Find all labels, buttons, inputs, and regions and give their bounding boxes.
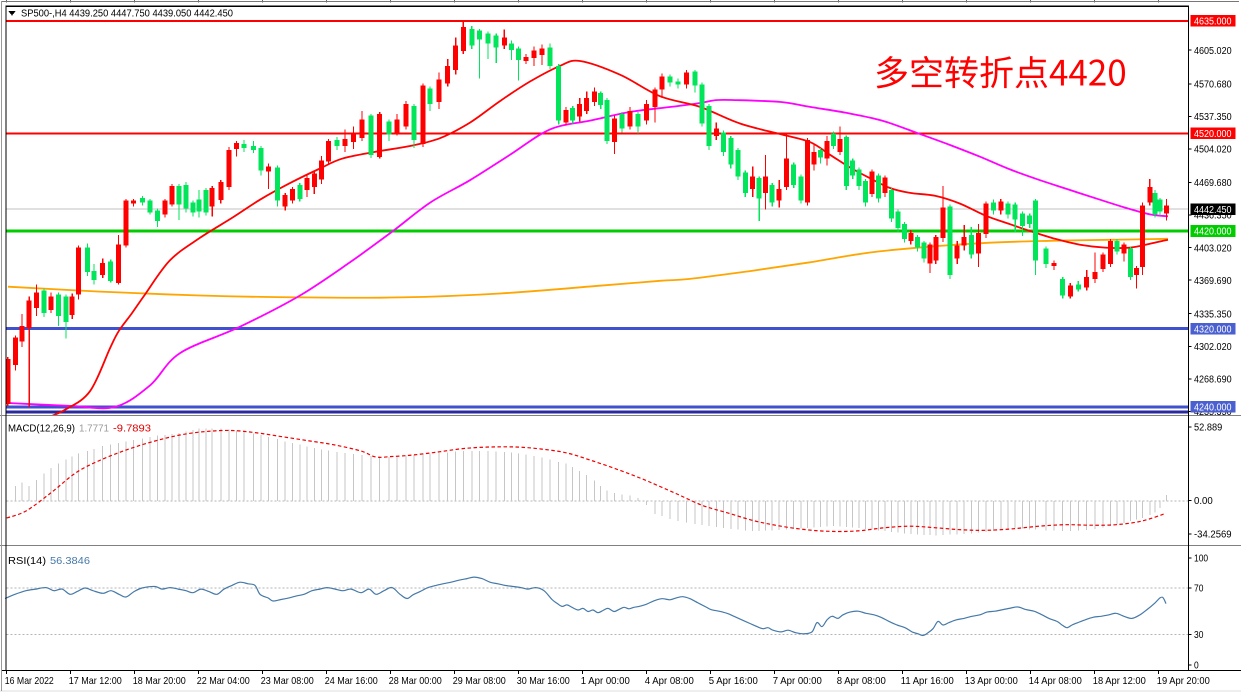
- svg-text:4436.350: 4436.350: [1194, 211, 1232, 222]
- svg-text:4 Apr 08:00: 4 Apr 08:00: [645, 675, 694, 687]
- svg-text:4369.690: 4369.690: [1194, 276, 1232, 287]
- svg-text:0.00: 0.00: [1194, 496, 1213, 507]
- svg-text:4570.680: 4570.680: [1194, 79, 1232, 90]
- svg-text:28 Mar 00:00: 28 Mar 00:00: [389, 675, 442, 687]
- svg-text:17 Mar 12:00: 17 Mar 12:00: [69, 675, 122, 687]
- svg-text:7 Apr 00:00: 7 Apr 00:00: [773, 675, 822, 687]
- svg-text:4469.680: 4469.680: [1194, 178, 1232, 189]
- svg-text:70: 70: [1194, 584, 1204, 595]
- svg-text:0: 0: [1194, 661, 1199, 672]
- svg-text:19 Apr 20:00: 19 Apr 20:00: [1157, 675, 1210, 687]
- svg-text:18 Apr 12:00: 18 Apr 12:00: [1093, 675, 1146, 687]
- svg-text:4605.020: 4605.020: [1194, 46, 1232, 57]
- svg-text:-34.2569: -34.2569: [1194, 530, 1232, 541]
- svg-text:RSI(14): RSI(14): [8, 555, 46, 567]
- svg-text:30 Mar 16:00: 30 Mar 16:00: [517, 675, 570, 687]
- svg-text:4442.450: 4442.450: [1194, 205, 1232, 216]
- svg-text:4504.020: 4504.020: [1194, 145, 1232, 156]
- svg-text:SP500-,H4 4439.250 4447.750 4: SP500-,H4 4439.250 4447.750 4439.050 444…: [21, 9, 233, 20]
- svg-text:5 Apr 16:00: 5 Apr 16:00: [709, 675, 758, 687]
- svg-text:1.7771: 1.7771: [79, 423, 109, 435]
- svg-text:4335.350: 4335.350: [1194, 309, 1232, 320]
- svg-text:4268.690: 4268.690: [1194, 375, 1232, 386]
- svg-text:13 Apr 00:00: 13 Apr 00:00: [965, 675, 1018, 687]
- svg-text:4403.020: 4403.020: [1194, 243, 1232, 254]
- svg-text:23 Mar 08:00: 23 Mar 08:00: [261, 675, 314, 687]
- svg-text:4635.000: 4635.000: [1194, 17, 1232, 28]
- svg-text:14 Apr 08:00: 14 Apr 08:00: [1029, 675, 1082, 687]
- svg-text:4240.000: 4240.000: [1194, 403, 1232, 414]
- svg-text:18 Mar 20:00: 18 Mar 20:00: [133, 675, 186, 687]
- svg-text:4320.000: 4320.000: [1194, 324, 1232, 335]
- svg-text:4302.020: 4302.020: [1194, 342, 1232, 353]
- svg-text:MACD(12,26,9): MACD(12,26,9): [8, 423, 75, 435]
- svg-text:56.3846: 56.3846: [50, 555, 90, 567]
- svg-text:100: 100: [1194, 554, 1208, 565]
- svg-text:4537.350: 4537.350: [1194, 112, 1232, 123]
- svg-text:1 Apr 00:00: 1 Apr 00:00: [581, 675, 630, 687]
- svg-text:22 Mar 04:00: 22 Mar 04:00: [197, 675, 250, 687]
- svg-text:24 Mar 16:00: 24 Mar 16:00: [325, 675, 378, 687]
- svg-text:-9.7893: -9.7893: [113, 423, 151, 435]
- svg-text:52.889: 52.889: [1194, 423, 1223, 434]
- svg-text:8 Apr 08:00: 8 Apr 08:00: [837, 675, 886, 687]
- svg-text:30: 30: [1194, 630, 1204, 641]
- svg-text:4520.000: 4520.000: [1194, 129, 1232, 140]
- svg-text:16 Mar 2022: 16 Mar 2022: [5, 675, 54, 687]
- svg-text:29 Mar 08:00: 29 Mar 08:00: [453, 675, 506, 687]
- svg-text:4420.000: 4420.000: [1194, 227, 1232, 238]
- svg-text:11 Apr 16:00: 11 Apr 16:00: [901, 675, 954, 687]
